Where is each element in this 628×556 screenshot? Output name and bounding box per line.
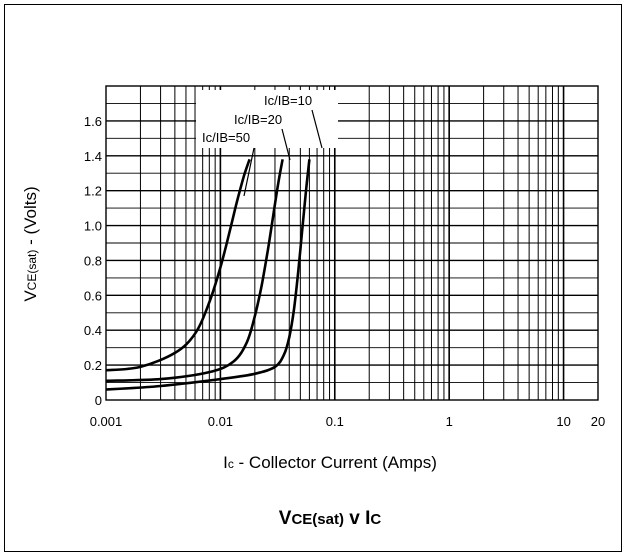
chart-title: VCE(sat) v IC [279,508,382,529]
x-tick-label: 20 [591,414,605,429]
annotation-ic-ib-50: Ic/IB=50 [202,130,250,145]
y-tick-labels: 0 0.2 0.4 0.6 0.8 1.0 1.2 1.4 1.6 [84,114,102,408]
y-tick-label: 0.6 [84,288,102,303]
annotation-leaders [243,109,323,197]
series-lines [105,158,311,391]
x-axis-label: Ic - Collector Current (Amps) [223,453,437,472]
x-tick-label: 0.01 [208,414,233,429]
series-ic-ib-20 [105,159,284,383]
x-tick-label: 0.001 [90,414,123,429]
x-tick-label: 10 [556,414,570,429]
annotation-leader-line [281,128,291,161]
y-tick-label: 1.4 [84,149,102,164]
annotation-leader-line [311,109,323,149]
x-tick-label: 1 [446,414,453,429]
grid [106,86,599,400]
annotation-ic-ib-20: Ic/IB=20 [234,112,282,127]
y-tick-label: 1.0 [84,219,102,234]
y-tick-label: 0 [95,393,102,408]
annotations: Ic/IB=10 Ic/IB=20 Ic/IB=50 [202,93,312,145]
y-tick-label: 0.2 [84,358,102,373]
y-tick-label: 0.8 [84,253,102,268]
y-tick-label: 1.2 [84,184,102,199]
annotation-leader-line [243,147,255,197]
y-tick-label: 0.4 [84,323,102,338]
x-tick-labels: 0.001 0.01 0.1 1 10 20 [90,414,606,429]
series-ic-ib-50 [105,158,251,372]
x-tick-label: 0.1 [326,414,344,429]
series-ic-ib-10 [105,159,311,391]
y-axis-label: VCE(sat) - (Volts) [21,186,40,301]
y-tick-label: 1.6 [84,114,102,129]
annotation-ic-ib-10: Ic/IB=10 [264,93,312,108]
plot-border [105,85,599,401]
